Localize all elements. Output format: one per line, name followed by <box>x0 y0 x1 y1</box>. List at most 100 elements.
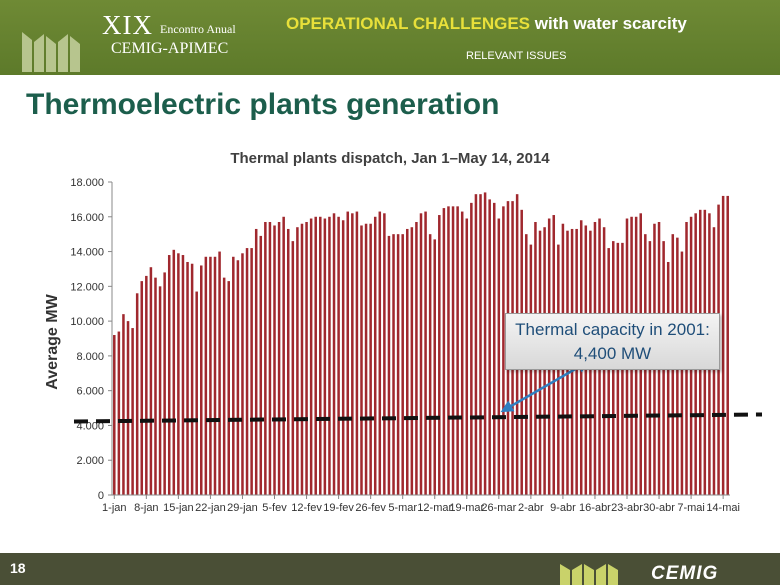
bar <box>245 248 249 495</box>
bar <box>254 228 258 495</box>
bar <box>250 248 253 495</box>
bar <box>607 248 610 495</box>
x-tick-label: 19-mar <box>449 502 484 514</box>
bar <box>442 208 446 496</box>
bar <box>135 293 139 495</box>
bar <box>131 328 134 495</box>
bar <box>126 321 130 495</box>
bar <box>282 216 285 495</box>
bar <box>163 272 166 495</box>
bar <box>232 256 235 495</box>
bar <box>479 194 482 495</box>
bar <box>488 199 491 495</box>
bar <box>190 263 194 495</box>
bar <box>369 223 372 495</box>
bar <box>341 220 345 495</box>
event-numeral: XIX <box>102 10 153 40</box>
bar <box>447 206 450 495</box>
bar <box>236 260 240 495</box>
bar <box>483 192 487 495</box>
bar <box>415 221 418 495</box>
bar <box>296 227 299 495</box>
bar <box>424 211 427 496</box>
bar <box>410 227 414 495</box>
bar <box>470 202 473 495</box>
bar <box>332 213 336 496</box>
y-axis-label: Average MW <box>44 293 61 389</box>
bar <box>241 253 244 495</box>
bar <box>300 223 304 495</box>
bar <box>195 291 198 495</box>
bar <box>721 195 725 495</box>
brand-logo: CEMIG <box>651 563 719 584</box>
bar <box>204 256 208 495</box>
bar <box>387 235 391 495</box>
bar <box>492 202 496 495</box>
bar <box>305 221 308 495</box>
x-tick-label: 12-mar <box>417 502 452 514</box>
bar <box>323 218 327 495</box>
x-tick-label: 30-abr <box>643 502 675 514</box>
section-subtitle: RELEVANT ISSUES <box>466 50 567 62</box>
bar <box>314 216 317 495</box>
y-tick-label: 12.000 <box>70 281 104 293</box>
bar <box>145 275 148 495</box>
x-tick-label: 8-jan <box>134 502 158 514</box>
bar <box>351 213 354 496</box>
y-tick-label: 6.000 <box>76 386 104 398</box>
x-tick-label: 15-jan <box>163 502 194 514</box>
bar <box>117 331 121 495</box>
y-tick-label: 0 <box>98 490 104 502</box>
bar <box>273 225 276 495</box>
bar <box>264 221 267 495</box>
x-tick-label: 1-jan <box>102 502 126 514</box>
bar <box>401 234 404 495</box>
x-tick-label: 9-abr <box>550 502 576 514</box>
building-logo-icon <box>22 32 80 72</box>
bar <box>186 261 189 495</box>
bar <box>172 249 176 495</box>
bar <box>465 218 469 495</box>
bar <box>451 206 455 495</box>
bar <box>259 235 263 495</box>
y-tick-label: 18.000 <box>70 177 104 189</box>
bar <box>286 228 290 495</box>
bar <box>364 223 368 495</box>
footer-bar <box>0 553 780 585</box>
x-tick-label: 26-mar <box>481 502 516 514</box>
bar <box>337 216 340 495</box>
callout-arrow <box>500 360 590 413</box>
bar <box>666 261 670 495</box>
bar <box>309 218 313 495</box>
x-tick-label: 7-mai <box>677 502 705 514</box>
capacity-callout: Thermal capacity in 2001: 4,400 MW <box>505 313 720 370</box>
bar <box>200 265 203 495</box>
x-tick-label: 12-fev <box>291 502 322 514</box>
page-number: 18 <box>10 560 26 576</box>
x-tick-label: 23-abr <box>611 502 643 514</box>
x-tick-label: 14-mai <box>706 502 740 514</box>
y-tick-label: 10.000 <box>70 316 104 328</box>
bar <box>177 253 180 495</box>
bar <box>167 255 171 495</box>
bar <box>209 256 212 495</box>
bar <box>140 281 144 495</box>
section-title-rest: with water scarcity <box>530 14 687 33</box>
bar <box>158 286 162 495</box>
bar <box>122 314 125 495</box>
y-tick-label: 2.000 <box>76 455 104 467</box>
bar <box>360 225 363 495</box>
y-tick-label: 14.000 <box>70 247 104 259</box>
x-tick-label: 2-abr <box>518 502 544 514</box>
bar <box>502 206 505 495</box>
header-bar <box>0 0 780 75</box>
section-title: OPERATIONAL CHALLENGES with water scarci… <box>286 14 687 34</box>
bar <box>680 251 684 495</box>
bar <box>373 216 377 495</box>
bar <box>460 211 464 496</box>
callout-line-1: Thermal capacity in 2001: <box>515 320 710 339</box>
x-tick-label: 16-abr <box>579 502 611 514</box>
bar <box>497 218 501 495</box>
bar <box>227 281 230 495</box>
x-tick-label: 5-mar <box>388 502 417 514</box>
